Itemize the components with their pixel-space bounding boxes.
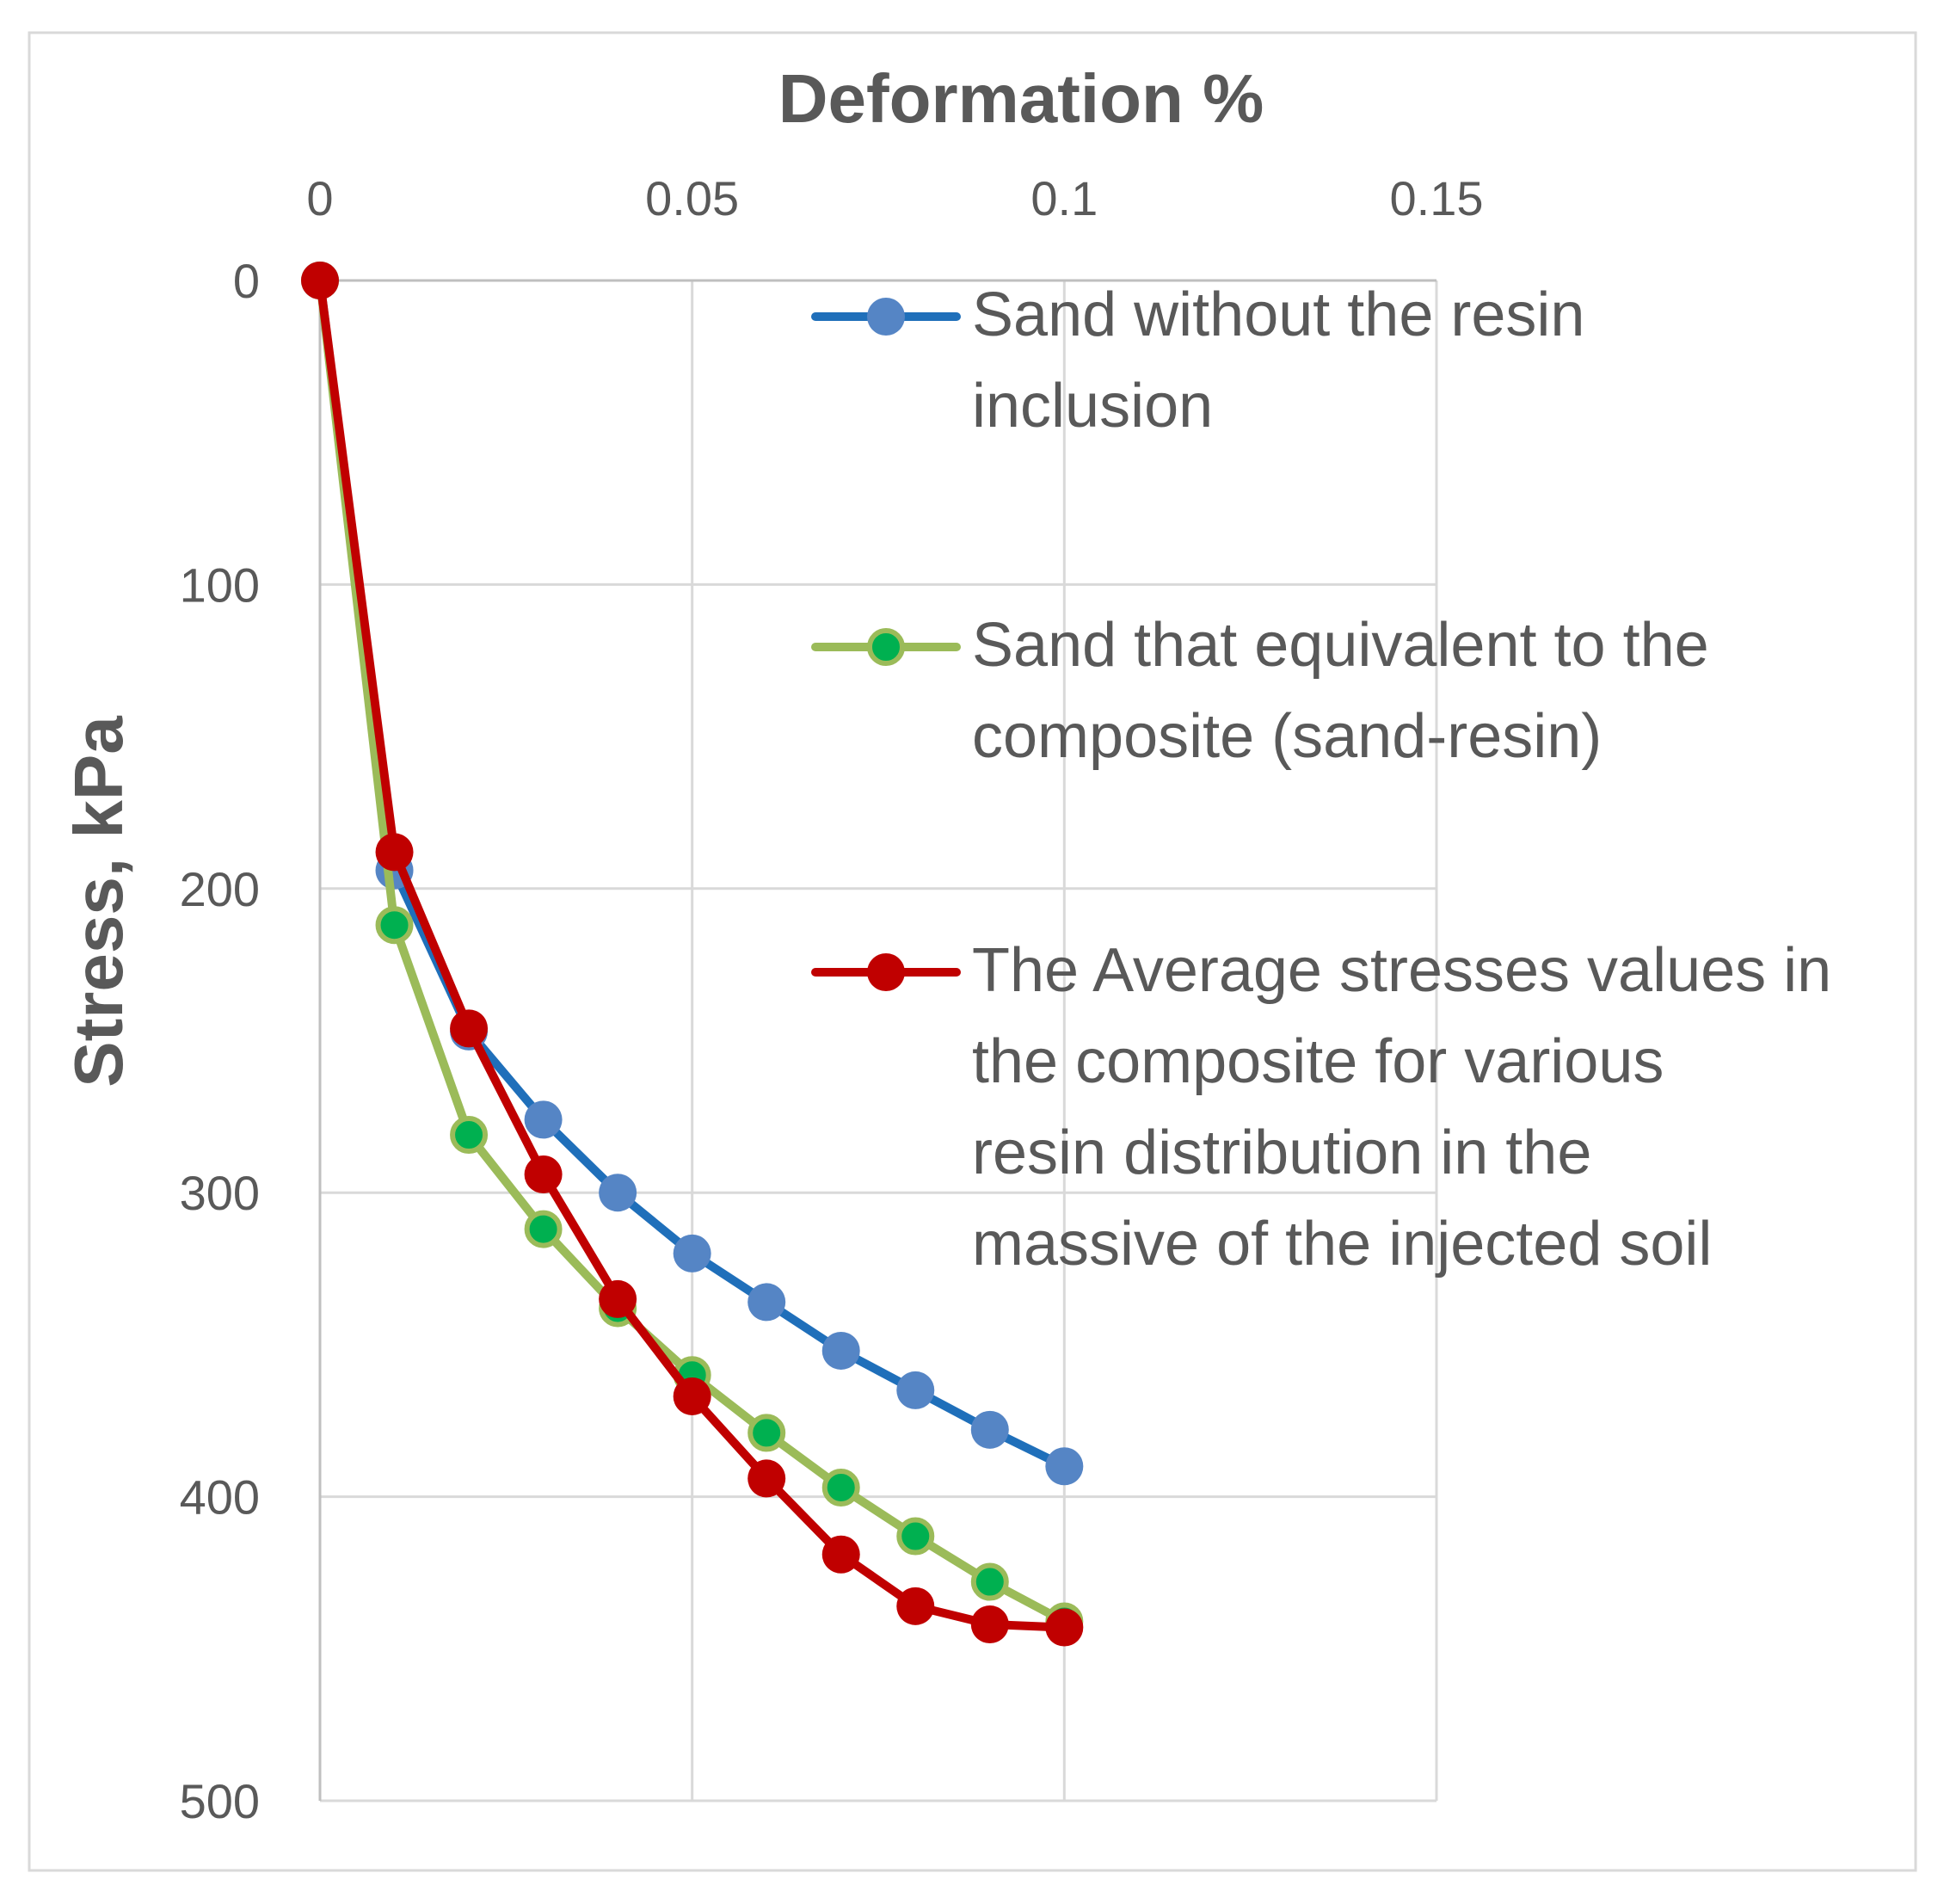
y-axis-title: Stress, kPa	[60, 716, 137, 1088]
data-point[interactable]	[896, 1587, 935, 1625]
axis-layer: 0 100 200 300 400 500 0 0.05 0.1 0.15	[180, 171, 1484, 1828]
y-tick-label: 200	[180, 862, 260, 916]
data-point[interactable]	[301, 262, 339, 299]
legend-label: the composite for various	[972, 1027, 1664, 1096]
x-axis-title: Deformation %	[778, 60, 1264, 137]
data-point[interactable]	[599, 1174, 637, 1212]
legend-label: Sand without the resin	[972, 280, 1584, 349]
y-tick-label: 0	[233, 254, 260, 308]
legend[interactable]: Sand without the resin inclusion Sand that…	[811, 280, 1831, 1279]
legend-label: composite (sand-resin)	[972, 702, 1602, 771]
data-point[interactable]	[821, 1468, 860, 1507]
x-tick-label: 0.05	[645, 171, 739, 225]
data-point[interactable]	[970, 1605, 1009, 1644]
legend-marker-swatch	[867, 298, 905, 336]
data-point[interactable]	[747, 1283, 786, 1322]
legend-label: Sand that equivalent to the	[972, 611, 1709, 680]
series-3	[301, 262, 1084, 1647]
data-point[interactable]	[896, 1517, 935, 1556]
data-point[interactable]	[375, 906, 414, 945]
data-point[interactable]	[970, 1410, 1009, 1449]
legend-label: resin distribution in the	[972, 1118, 1591, 1187]
data-point[interactable]	[599, 1279, 637, 1318]
legend-label: inclusion	[972, 372, 1213, 441]
y-tick-label: 300	[180, 1166, 260, 1220]
legend-label: massive of the injected soil	[972, 1210, 1712, 1279]
y-tick-label: 400	[180, 1470, 260, 1525]
legend-marker-swatch	[867, 953, 905, 991]
data-point[interactable]	[673, 1377, 711, 1415]
grid-layer	[320, 280, 1438, 1802]
data-point[interactable]	[524, 1100, 563, 1139]
data-point[interactable]	[747, 1414, 786, 1452]
legend-item-3[interactable]: The Average stresses values in the compos…	[811, 936, 1831, 1279]
y-tick-label: 100	[180, 558, 260, 612]
series-layer	[301, 262, 1084, 1647]
data-point[interactable]	[1045, 1608, 1084, 1647]
x-tick-label: 0.1	[1030, 171, 1098, 225]
data-point[interactable]	[821, 1535, 860, 1574]
x-tick-label: 0.15	[1390, 171, 1484, 225]
legend-marker-swatch	[867, 628, 905, 666]
data-point[interactable]	[1045, 1447, 1084, 1486]
legend-item-2[interactable]: Sand that equivalent to the composite (sa…	[811, 611, 1709, 771]
data-point[interactable]	[450, 1116, 489, 1155]
y-tick-label: 500	[180, 1774, 260, 1828]
data-point[interactable]	[747, 1459, 786, 1498]
data-point[interactable]	[450, 1009, 489, 1048]
legend-label: The Average stresses values in	[972, 936, 1831, 1005]
x-tick-label: 0	[306, 171, 333, 225]
data-point[interactable]	[673, 1234, 711, 1272]
chart-border	[28, 31, 1917, 1872]
data-point[interactable]	[524, 1210, 563, 1248]
data-point[interactable]	[524, 1155, 563, 1193]
data-point[interactable]	[896, 1371, 935, 1409]
data-point[interactable]	[375, 833, 414, 872]
legend-item-1[interactable]: Sand without the resin inclusion	[811, 280, 1584, 441]
data-point[interactable]	[970, 1562, 1009, 1601]
data-point[interactable]	[821, 1331, 860, 1370]
